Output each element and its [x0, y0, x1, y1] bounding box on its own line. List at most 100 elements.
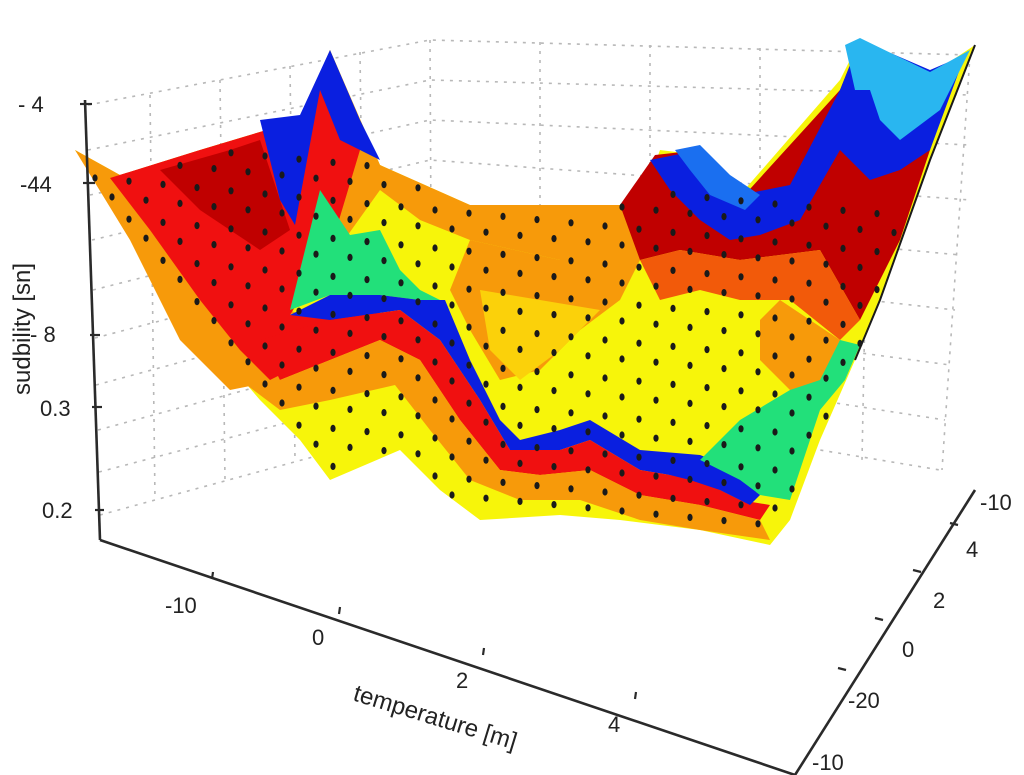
marker-dot — [92, 174, 98, 182]
marker-dot — [449, 339, 455, 347]
marker-dot — [585, 352, 591, 360]
marker-dot — [364, 428, 370, 436]
marker-dot — [840, 358, 846, 366]
marker-dot — [755, 292, 761, 300]
marker-dot — [823, 412, 829, 420]
marker-dot — [381, 371, 387, 379]
marker-dot — [619, 317, 625, 325]
marker-dot — [228, 301, 234, 309]
y-tick-label: 2 — [933, 588, 945, 613]
marker-dot — [670, 494, 676, 502]
marker-dot — [534, 216, 540, 224]
marker-dot — [211, 317, 217, 325]
marker-dot — [432, 320, 438, 328]
marker-dot — [585, 390, 591, 398]
marker-dot — [415, 260, 421, 268]
marker-dot — [517, 383, 523, 391]
marker-dot — [738, 463, 744, 471]
marker-dot — [653, 282, 659, 290]
marker-dot — [619, 279, 625, 287]
marker-dot — [670, 456, 676, 464]
marker-dot — [432, 472, 438, 480]
marker-dot — [772, 238, 778, 246]
marker-dot — [551, 273, 557, 281]
marker-dot — [381, 219, 387, 227]
marker-dot — [806, 317, 812, 325]
marker-dot — [500, 440, 506, 448]
marker-dot — [398, 279, 404, 287]
marker-dot — [823, 298, 829, 306]
marker-dot — [262, 380, 268, 388]
z-tick-label: 0.2 — [42, 498, 73, 523]
marker-dot — [381, 333, 387, 341]
marker-dot — [330, 196, 336, 204]
marker-dot — [177, 161, 183, 169]
marker-dot — [279, 285, 285, 293]
marker-dot — [296, 269, 302, 277]
x-tick-labels: -10 0 2 4 — [165, 593, 620, 737]
marker-dot — [517, 345, 523, 353]
marker-dot — [449, 263, 455, 271]
marker-dot — [432, 244, 438, 252]
marker-dot — [636, 491, 642, 499]
marker-dot — [721, 365, 727, 373]
marker-dot — [143, 196, 149, 204]
x-tick-label: 0 — [312, 625, 324, 650]
marker-dot — [636, 263, 642, 271]
marker-dot — [551, 311, 557, 319]
marker-dot — [874, 286, 880, 294]
marker-dot — [755, 520, 761, 528]
marker-dot — [585, 238, 591, 246]
z-tick-label: - 4 — [18, 92, 44, 117]
marker-dot — [721, 403, 727, 411]
x-axis-line — [99, 538, 796, 775]
marker-dot — [619, 203, 625, 211]
marker-dot — [330, 158, 336, 166]
marker-dot — [313, 402, 319, 410]
marker-dot — [364, 200, 370, 208]
marker-dot — [466, 323, 472, 331]
marker-dot — [245, 282, 251, 290]
marker-dot — [857, 225, 863, 233]
marker-dot — [398, 355, 404, 363]
marker-dot — [755, 482, 761, 490]
marker-dot — [126, 215, 132, 223]
marker-dot — [789, 485, 795, 493]
marker-dot — [806, 355, 812, 363]
marker-dot — [398, 241, 404, 249]
marker-dot — [483, 494, 489, 502]
marker-dot — [568, 333, 574, 341]
marker-dot — [687, 285, 693, 293]
marker-dot — [585, 314, 591, 322]
marker-dot — [789, 447, 795, 455]
marker-dot — [398, 431, 404, 439]
marker-dot — [602, 488, 608, 496]
marker-dot — [262, 342, 268, 350]
marker-dot — [347, 329, 353, 337]
marker-dot — [262, 228, 268, 236]
marker-dot — [840, 244, 846, 252]
x-tick-label: 4 — [608, 712, 620, 737]
marker-dot — [296, 155, 302, 163]
marker-dot — [330, 272, 336, 280]
marker-dot — [687, 437, 693, 445]
marker-dot — [551, 235, 557, 243]
marker-dot — [228, 187, 234, 195]
marker-dot — [279, 209, 285, 217]
marker-dot — [653, 206, 659, 214]
marker-dot — [177, 275, 183, 283]
marker-dot — [245, 168, 251, 176]
marker-dot — [313, 174, 319, 182]
marker-dot — [704, 384, 710, 392]
marker-dot — [687, 323, 693, 331]
marker-dot — [483, 380, 489, 388]
y-axis-line — [793, 489, 977, 775]
marker-dot — [398, 393, 404, 401]
marker-dot — [568, 371, 574, 379]
marker-dot — [687, 399, 693, 407]
y-tick-label: -10 — [980, 490, 1012, 515]
marker-dot — [755, 368, 761, 376]
marker-dot — [772, 352, 778, 360]
marker-dot — [704, 422, 710, 430]
marker-dot — [296, 421, 302, 429]
